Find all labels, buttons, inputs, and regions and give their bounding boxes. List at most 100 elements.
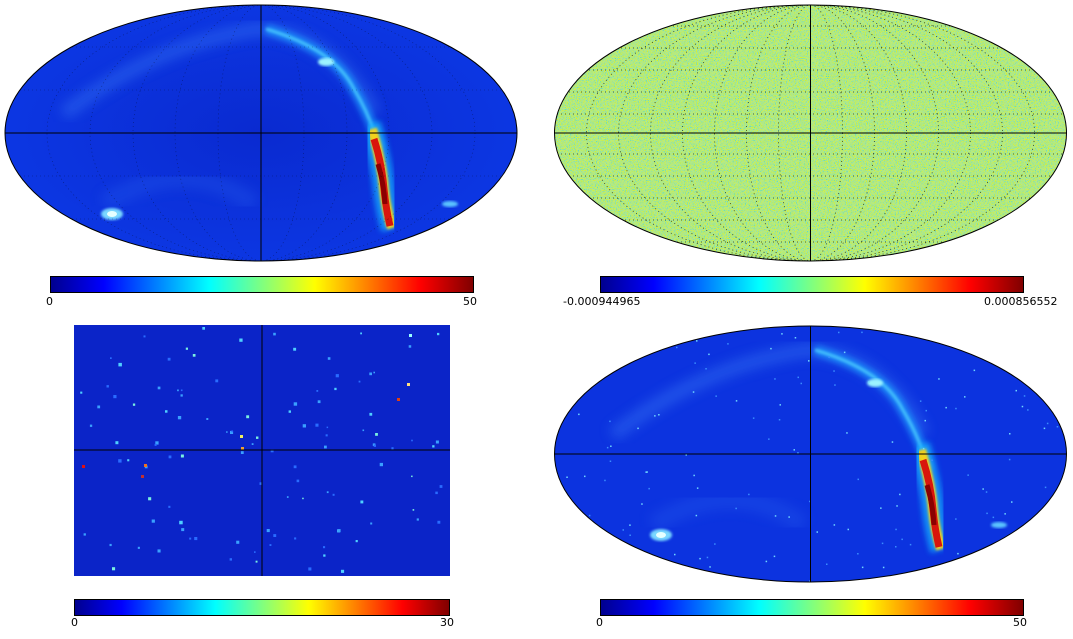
point-source [360, 500, 364, 504]
point-source [302, 497, 304, 500]
point-source [317, 400, 321, 404]
point-source [439, 485, 443, 488]
point-source [648, 487, 650, 490]
point-source [559, 407, 561, 410]
point-source [251, 443, 254, 445]
point-source [151, 519, 155, 523]
point-source [327, 357, 331, 360]
point-source [1058, 489, 1060, 491]
point-source [748, 493, 750, 496]
point-source [127, 459, 130, 462]
point-source [639, 326, 641, 329]
point-source [622, 529, 624, 531]
point-source [202, 327, 205, 330]
point-source [765, 560, 768, 563]
point-source [925, 409, 927, 412]
point-source [115, 441, 119, 445]
colorbar-min-label: 0 [596, 616, 603, 629]
point-source [1011, 501, 1013, 503]
point-source [308, 567, 312, 571]
point-source [727, 343, 729, 345]
point-source [622, 542, 624, 544]
point-source [909, 543, 912, 546]
point-source [231, 430, 233, 433]
point-source [922, 447, 925, 450]
point-source [857, 553, 859, 555]
point-source [266, 529, 270, 533]
point-source [230, 430, 234, 434]
point-source [269, 544, 272, 546]
point-source [896, 505, 898, 507]
point-source [97, 405, 101, 409]
point-source [967, 474, 969, 476]
point-source [828, 356, 830, 358]
point-source [721, 577, 723, 579]
point-source [658, 414, 660, 416]
point-source [1052, 510, 1054, 512]
map-bottom-left [74, 325, 450, 576]
point-source [335, 374, 339, 378]
point-source [315, 423, 319, 427]
point-source [1015, 389, 1017, 392]
point-source [919, 400, 922, 402]
point-source [407, 383, 410, 386]
point-source [794, 337, 797, 339]
point-source [180, 389, 183, 392]
point-source [255, 560, 258, 563]
point-source [215, 379, 219, 383]
point-source [1008, 458, 1011, 461]
point-source [316, 390, 319, 392]
point-source [1022, 561, 1024, 563]
point-source [416, 518, 419, 521]
mollweide-map [4, 4, 518, 262]
point-source [409, 334, 412, 337]
point-source [1039, 381, 1041, 383]
point-source [411, 475, 413, 478]
point-source [1012, 327, 1014, 330]
point-source [132, 403, 136, 406]
point-source [1043, 427, 1046, 430]
point-source [157, 549, 161, 553]
point-source [179, 520, 183, 525]
point-source [341, 569, 345, 573]
point-source [80, 391, 83, 394]
point-source [895, 546, 897, 548]
point-source [326, 491, 329, 494]
colorbar-bottom-right [600, 599, 1024, 616]
point-source [588, 514, 591, 517]
point-source [302, 424, 306, 428]
point-source [833, 370, 835, 372]
point-source [109, 543, 112, 547]
point-source [816, 531, 818, 533]
point-source [236, 540, 240, 544]
point-source [326, 426, 329, 429]
point-source [288, 410, 291, 413]
point-source [375, 433, 378, 436]
point-source [206, 418, 209, 420]
point-source [1048, 357, 1050, 359]
point-source [1004, 513, 1006, 515]
point-source [391, 447, 394, 450]
point-source [296, 479, 300, 483]
point-source [985, 354, 988, 357]
point-source [604, 479, 606, 482]
point-source [696, 340, 698, 342]
point-source [293, 402, 298, 406]
point-source [774, 378, 776, 380]
point-source [606, 446, 609, 449]
point-source [846, 432, 848, 434]
point-source [437, 520, 441, 524]
point-source [906, 330, 908, 332]
map-top-right [553, 4, 1068, 262]
colorbar-max-label: 30 [440, 616, 454, 629]
point-source [337, 529, 341, 533]
point-source [709, 566, 711, 568]
point-source [676, 346, 678, 349]
point-source [714, 543, 716, 545]
point-source [578, 413, 580, 416]
point-source [770, 347, 772, 350]
point-source [955, 518, 957, 520]
point-source [565, 401, 568, 404]
point-source [797, 376, 799, 379]
colorbar-max-label: 0.000856552 [984, 295, 1058, 308]
